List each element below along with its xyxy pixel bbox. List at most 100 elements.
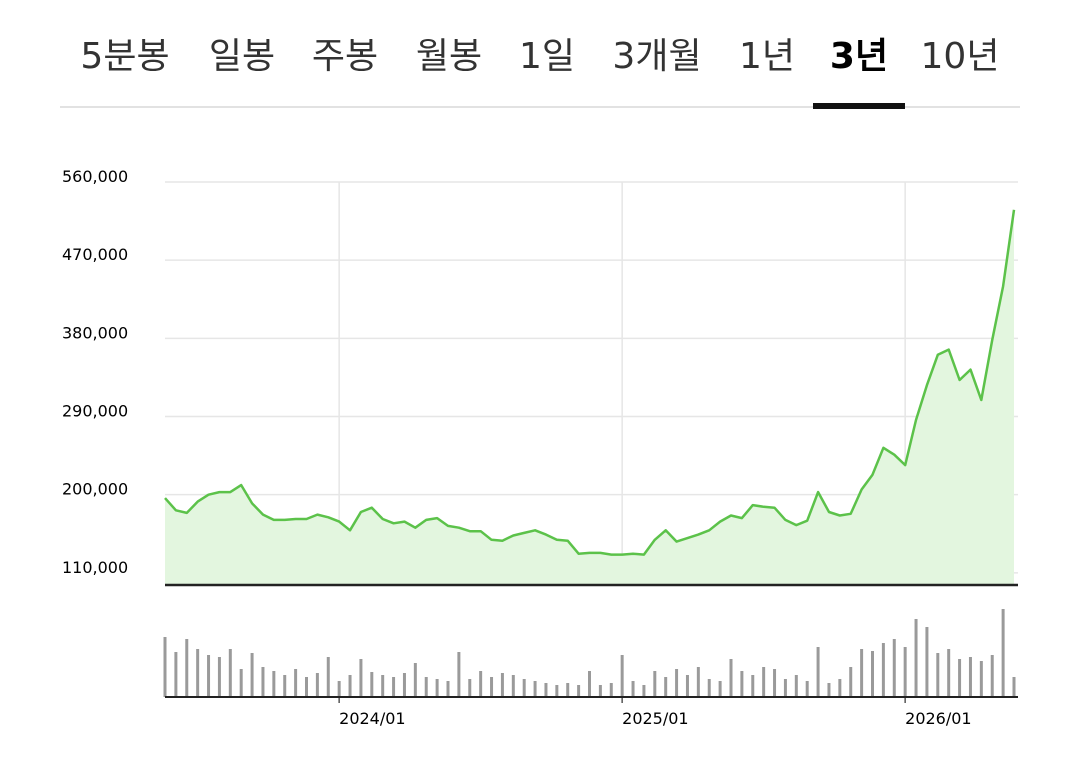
volume-bar — [751, 675, 755, 697]
volume-bar — [511, 675, 515, 697]
volume-bar — [783, 679, 787, 697]
volume-bar — [424, 677, 428, 697]
volume-bar — [272, 671, 276, 697]
volume-bar — [794, 675, 798, 697]
volume-bar — [370, 672, 374, 697]
volume-bar — [903, 647, 907, 697]
volume-bar — [185, 639, 189, 697]
volume-bar — [979, 661, 983, 697]
x-tick-label: 2026/01 — [905, 709, 971, 728]
y-tick-label: 110,000 — [62, 558, 128, 577]
volume-bar — [871, 651, 874, 697]
volume-bar — [348, 675, 352, 697]
volume-bar — [490, 677, 494, 697]
y-tick-label: 290,000 — [62, 402, 128, 421]
volume-bar — [675, 669, 679, 697]
volume-bar — [283, 675, 287, 697]
volume-bar — [435, 679, 439, 697]
volume-bar — [381, 675, 385, 697]
volume-bar — [892, 639, 896, 697]
volume-bar — [392, 677, 396, 697]
price-line — [164, 209, 1016, 556]
volume-bar — [250, 653, 254, 697]
volume-bar — [664, 677, 668, 697]
volume-bar — [653, 671, 657, 697]
volume-bar — [696, 667, 700, 697]
price-area — [165, 209, 1014, 586]
volume-bar — [968, 657, 972, 697]
volume-bar — [359, 659, 363, 697]
y-tick-label: 470,000 — [62, 245, 128, 264]
volume-bar — [620, 655, 624, 697]
volume-bar — [217, 657, 221, 697]
volume-bar — [773, 669, 777, 697]
period-tab[interactable]: 10년 — [921, 36, 1000, 77]
volume-bar — [305, 677, 308, 697]
volume-bar — [990, 655, 994, 697]
volume-bar — [947, 649, 951, 697]
y-tick-label: 200,000 — [62, 480, 128, 499]
volume-bar — [315, 673, 319, 697]
volume-bar — [533, 681, 537, 697]
volume-bar — [544, 683, 548, 697]
volume-bar — [196, 649, 200, 697]
y-tick-label: 560,000 — [62, 167, 128, 186]
volume-bar — [609, 683, 613, 697]
volume-bar — [936, 653, 940, 697]
y-tick-label: 380,000 — [62, 323, 128, 342]
volume-bar — [326, 657, 330, 697]
volume-bar — [479, 671, 483, 697]
volume-bar — [588, 671, 591, 697]
volume-bar — [577, 685, 581, 697]
volume-bar — [522, 679, 526, 697]
volume-bar — [707, 679, 711, 697]
volume-bar — [838, 679, 842, 697]
volume-bar — [468, 679, 472, 697]
volume-bar — [337, 681, 341, 697]
volume-bar — [294, 669, 298, 697]
volume-bar — [914, 619, 918, 697]
volume-bar — [685, 675, 689, 697]
volume-bar — [402, 673, 406, 697]
selected-tab-underline — [813, 103, 905, 109]
volume-bar — [642, 685, 646, 697]
period-tab[interactable]: 1년 — [739, 36, 795, 77]
volume-bar — [631, 681, 635, 697]
volume-bar — [958, 659, 962, 697]
period-tab[interactable]: 일봉 — [209, 36, 275, 77]
period-tab[interactable]: 3개월 — [612, 36, 701, 77]
volume-bar — [762, 667, 766, 697]
volume-bar — [827, 683, 831, 697]
volume-bar — [228, 649, 232, 697]
volume-bar — [555, 685, 559, 697]
volume-bar — [1012, 677, 1016, 697]
volume-bar — [261, 667, 265, 697]
volume-bar — [729, 659, 733, 697]
volume-bar — [740, 671, 744, 697]
volume-bar — [566, 683, 570, 697]
volume-bar — [598, 685, 602, 697]
period-tab[interactable]: 1일 — [519, 36, 575, 77]
volume-bar — [805, 681, 809, 697]
volume-bar — [881, 643, 885, 697]
volume-bar — [207, 655, 211, 697]
volume-bar — [457, 652, 461, 697]
volume-bar — [1001, 609, 1005, 697]
x-tick-label: 2025/01 — [622, 709, 688, 728]
period-tab[interactable]: 3년 — [830, 36, 888, 77]
period-tab[interactable]: 주봉 — [312, 36, 378, 77]
period-tab[interactable]: 5분봉 — [80, 36, 169, 77]
volume-bar — [718, 681, 722, 697]
volume-bar — [446, 681, 450, 697]
volume-bar — [860, 649, 864, 697]
volume-bar — [174, 652, 178, 697]
volume-bar — [925, 627, 929, 697]
volume-bar — [413, 663, 417, 697]
period-tab[interactable]: 월봉 — [416, 36, 482, 77]
volume-bar — [163, 637, 167, 697]
volume-bar — [849, 667, 853, 697]
volume-bar — [239, 669, 243, 697]
volume-bar — [816, 647, 820, 697]
volume-bar — [500, 673, 504, 697]
